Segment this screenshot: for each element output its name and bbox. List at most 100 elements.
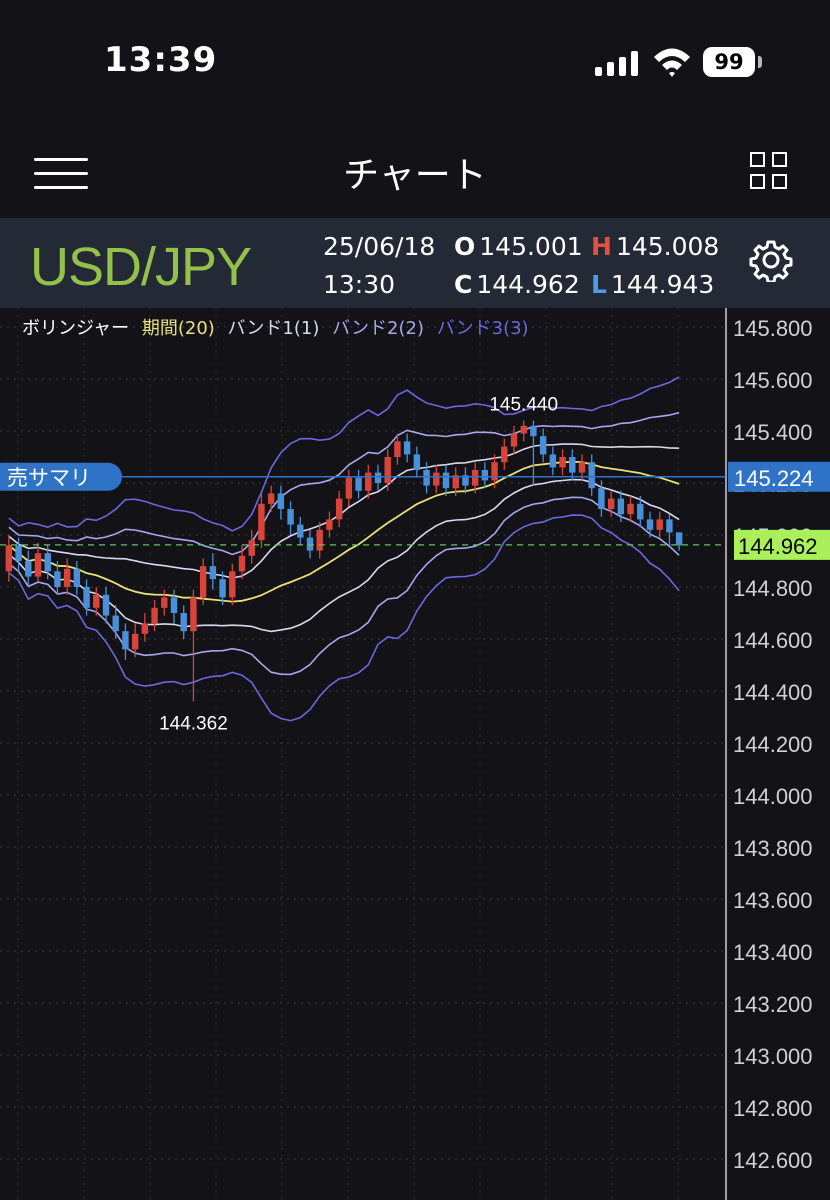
candle-body bbox=[229, 571, 236, 598]
instrument-info-bar: USD/JPY 25/06/18 13:30 O 145.001 H 145.008… bbox=[0, 218, 830, 308]
candle-body bbox=[170, 597, 178, 613]
candle bbox=[238, 545, 246, 580]
low-label: L bbox=[591, 270, 607, 299]
candle bbox=[5, 535, 13, 582]
candle-body bbox=[423, 470, 430, 486]
indicator-band2: バンド2(2) bbox=[332, 318, 424, 339]
open-label: O bbox=[454, 232, 476, 261]
candle-body bbox=[112, 615, 119, 632]
candle bbox=[219, 571, 226, 606]
candle-body bbox=[530, 425, 537, 437]
candle bbox=[297, 516, 304, 546]
candle bbox=[25, 550, 32, 587]
candle bbox=[316, 522, 323, 559]
candle-body bbox=[345, 477, 353, 499]
status-time: 13:39 bbox=[104, 40, 218, 80]
candle bbox=[520, 420, 527, 442]
candle-body bbox=[297, 524, 304, 538]
y-axis-label: 143.600 bbox=[733, 888, 813, 913]
candle-body bbox=[335, 498, 343, 520]
candle-body bbox=[5, 545, 13, 572]
candle bbox=[54, 561, 61, 595]
candle bbox=[598, 480, 605, 517]
candle-body bbox=[481, 470, 489, 481]
hamburger-menu-icon[interactable] bbox=[34, 158, 88, 190]
bollinger-upper-band-1 bbox=[8, 443, 680, 579]
candle bbox=[112, 605, 119, 639]
currency-pair[interactable]: USD/JPY bbox=[30, 237, 252, 297]
bollinger-lower-band-2 bbox=[8, 496, 680, 676]
high-price: H 145.008 bbox=[591, 232, 719, 261]
candle bbox=[433, 464, 440, 494]
candle bbox=[588, 454, 595, 496]
sell-summary-price: 145.224 bbox=[734, 466, 814, 491]
low-annotation: 144.362 bbox=[159, 713, 228, 734]
y-axis-label: 142.600 bbox=[733, 1148, 813, 1173]
candle bbox=[452, 467, 459, 496]
candle-body bbox=[617, 498, 625, 515]
grid-layout-icon[interactable] bbox=[750, 152, 790, 192]
candle-body bbox=[442, 472, 450, 489]
candle-body bbox=[588, 462, 595, 489]
candle-body bbox=[365, 472, 372, 491]
candle bbox=[617, 490, 625, 522]
candle bbox=[267, 485, 275, 512]
open-value: 145.001 bbox=[479, 232, 583, 261]
candle bbox=[355, 470, 362, 499]
candle-body bbox=[578, 462, 586, 473]
candle bbox=[501, 438, 508, 470]
price-chart[interactable]: 145.800145.600145.400145.200145.000144.8… bbox=[0, 308, 830, 1200]
candle-body bbox=[656, 519, 663, 530]
y-axis-label: 144.600 bbox=[733, 628, 813, 653]
candle-body bbox=[102, 594, 110, 616]
y-axis-label: 144.200 bbox=[733, 732, 813, 757]
candle bbox=[423, 462, 430, 494]
y-axis-label: 142.800 bbox=[733, 1096, 813, 1121]
candle bbox=[141, 613, 149, 642]
cellular-signal-icon bbox=[595, 50, 639, 76]
candlestick-chart[interactable]: 145.800145.600145.400145.200145.000144.8… bbox=[0, 308, 830, 1200]
candle bbox=[335, 490, 343, 528]
y-axis-label: 145.800 bbox=[733, 316, 813, 341]
close-value: 144.962 bbox=[476, 270, 580, 299]
candle-body bbox=[54, 571, 61, 587]
candle bbox=[675, 532, 683, 551]
candle bbox=[666, 514, 673, 546]
candle bbox=[63, 558, 71, 595]
candle-body bbox=[433, 472, 440, 486]
y-axis-label: 144.400 bbox=[733, 680, 813, 705]
candle-body bbox=[627, 503, 634, 515]
high-value: 145.008 bbox=[615, 232, 720, 261]
y-axis-label: 143.400 bbox=[733, 940, 813, 965]
candle-body bbox=[122, 631, 129, 650]
candle bbox=[248, 529, 255, 564]
candle bbox=[656, 511, 663, 538]
candle-body bbox=[258, 503, 265, 541]
y-axis-label: 143.000 bbox=[733, 1044, 813, 1069]
y-axis-label: 144.000 bbox=[733, 784, 813, 809]
sell-summary-price-tag bbox=[728, 461, 830, 492]
candle-body bbox=[219, 579, 226, 598]
gear-icon[interactable] bbox=[749, 238, 793, 282]
nav-bar: チャート bbox=[0, 110, 830, 218]
candle-body bbox=[462, 475, 469, 486]
candle bbox=[607, 490, 615, 517]
candle-date: 25/06/18 bbox=[323, 232, 436, 261]
y-axis-label: 145.400 bbox=[733, 420, 813, 445]
candle bbox=[491, 454, 498, 489]
candle-body bbox=[452, 475, 459, 489]
bollinger-legend: ボリンジャー 期間(20) バンド1(1) バンド2(2) バンド3(3) bbox=[22, 314, 536, 340]
candle bbox=[510, 425, 518, 455]
candle bbox=[559, 449, 566, 476]
candle bbox=[151, 600, 158, 632]
candle bbox=[131, 623, 139, 658]
candle-body bbox=[83, 587, 90, 608]
battery-tip-icon bbox=[758, 56, 762, 68]
indicator-band1: バンド1(1) bbox=[227, 318, 320, 339]
candle-body bbox=[491, 462, 498, 481]
open-price: O 145.001 bbox=[454, 232, 583, 261]
y-axis-label: 143.200 bbox=[733, 992, 813, 1017]
candle-body bbox=[141, 623, 149, 634]
bollinger-middle-line bbox=[8, 460, 680, 603]
candle bbox=[102, 587, 110, 624]
